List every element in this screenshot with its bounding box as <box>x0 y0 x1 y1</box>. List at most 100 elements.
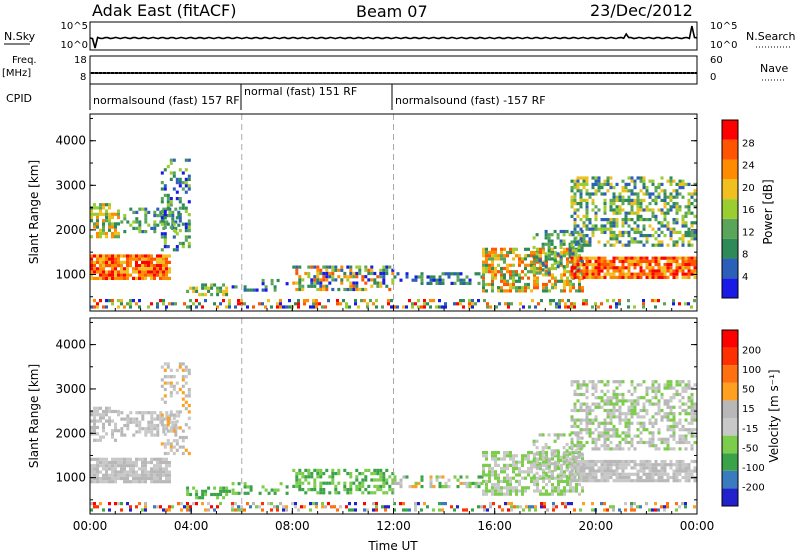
velocity-cell <box>606 444 610 448</box>
velocity-cell <box>506 479 509 483</box>
power-cell <box>147 267 150 271</box>
power-cell <box>276 305 279 309</box>
power-cell <box>687 227 691 231</box>
power-cell <box>361 275 365 279</box>
velocity-cell <box>553 462 557 466</box>
velocity-cell <box>432 508 435 512</box>
velocity-cell <box>642 421 646 425</box>
velocity-cell <box>687 386 691 390</box>
velocity-cell <box>597 396 601 400</box>
power-cell <box>159 299 162 303</box>
velocity-cell <box>345 505 348 509</box>
power-cell <box>550 233 554 237</box>
power-cell <box>240 302 243 306</box>
power-cell <box>594 189 598 193</box>
power-cell <box>557 254 560 258</box>
velocity-cell <box>568 462 572 466</box>
power-cell <box>541 261 545 266</box>
velocity-cell <box>304 491 308 495</box>
power-cell <box>539 266 542 271</box>
velocity-cell <box>657 402 661 406</box>
power-cell <box>178 213 182 217</box>
power-cell <box>485 263 488 267</box>
power-cell <box>102 212 105 216</box>
velocity-cell <box>624 459 628 464</box>
power-cell <box>453 302 456 306</box>
power-cell <box>181 187 185 191</box>
velocity-cell <box>385 481 389 485</box>
velocity-cell <box>237 505 240 509</box>
power-cell <box>141 230 145 234</box>
power-cell <box>507 302 510 306</box>
power-cell <box>573 224 577 228</box>
power-cell <box>345 305 348 309</box>
power-cell <box>166 206 170 210</box>
power-cell <box>573 230 577 234</box>
velocity-cell <box>654 466 658 470</box>
velocity-cell <box>666 479 670 483</box>
power-cell <box>582 179 586 183</box>
power-cell <box>687 240 691 244</box>
velocity-cell <box>651 431 655 435</box>
power-cell <box>681 224 685 228</box>
velocity-cell <box>349 481 353 485</box>
power-cell <box>102 270 105 274</box>
power-cell <box>542 286 545 290</box>
velocity-cell <box>382 481 386 485</box>
velocity-cell <box>633 447 637 451</box>
power-cell <box>240 299 243 303</box>
power-cell <box>474 272 478 276</box>
velocity-cell <box>108 409 111 414</box>
velocity-cell <box>678 440 682 445</box>
power-cell <box>519 302 522 306</box>
power-cell <box>279 305 282 309</box>
power-cell <box>160 200 164 204</box>
power-cell <box>485 247 488 251</box>
power-cell <box>310 284 314 288</box>
velocity-cell <box>159 473 162 477</box>
power-cell <box>156 257 159 261</box>
power-cell <box>352 271 356 276</box>
velocity-cell <box>630 399 634 403</box>
velocity-cell <box>524 457 527 461</box>
power-cell <box>102 219 105 223</box>
power-cell <box>639 240 643 244</box>
power-cell <box>237 302 240 306</box>
velocity-cell <box>639 505 642 509</box>
velocity-cell <box>527 457 530 461</box>
power-cell <box>594 269 598 273</box>
power-cell <box>666 179 670 183</box>
velocity-cell <box>384 508 387 512</box>
velocity-cell <box>564 505 567 509</box>
power-cell <box>666 259 670 263</box>
velocity-cell <box>527 467 530 471</box>
power-cell <box>618 272 622 276</box>
velocity-cell <box>621 392 625 397</box>
velocity-cell <box>147 476 150 481</box>
power-cell <box>144 207 148 211</box>
power-cell <box>105 270 108 274</box>
velocity-cell <box>163 432 167 436</box>
power-cell <box>108 299 111 303</box>
power-cell <box>364 268 368 272</box>
velocity-cell <box>373 484 377 488</box>
power-cell <box>576 256 580 260</box>
velocity-cell <box>93 409 96 414</box>
velocity-cell <box>542 492 545 496</box>
velocity-cell <box>319 472 323 476</box>
power-cell <box>666 202 670 206</box>
velocity-cell <box>429 485 433 489</box>
power-cell <box>331 275 335 279</box>
velocity-cell <box>687 380 691 384</box>
power-cell <box>687 263 691 267</box>
velocity-cell <box>102 416 105 420</box>
velocity-cell <box>669 428 673 432</box>
velocity-cell <box>177 414 181 418</box>
power-cell <box>627 234 631 238</box>
velocity-cell <box>690 434 694 438</box>
velocity-cell <box>636 469 640 473</box>
power-cell <box>636 198 640 202</box>
velocity-cell <box>627 421 631 425</box>
velocity-cell <box>491 486 494 490</box>
